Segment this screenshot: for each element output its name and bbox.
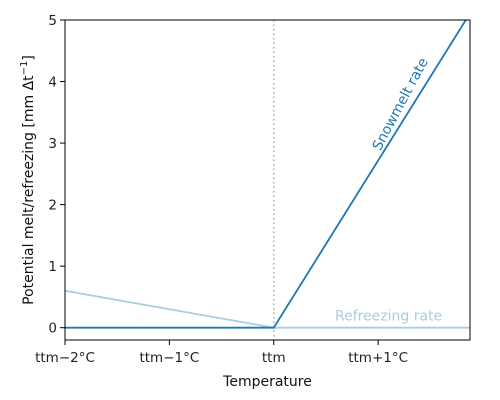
y-tick-label: 1 <box>48 259 57 275</box>
plot-series-group <box>65 20 470 340</box>
plot-frame <box>64 19 471 341</box>
x-tick-label: ttm−1°C <box>139 350 199 366</box>
annotation-snowmelt-rate: Snowmelt rate <box>370 55 432 153</box>
series-line-snowmelt-rate <box>65 20 467 329</box>
annotation-refreezing-rate: Refreezing rate <box>335 308 442 324</box>
y-tick-label: 2 <box>48 198 57 214</box>
axes-group: 0 1 2 3 4 5 ttm−2°C ttm−1°C ttm ttm+1°C <box>35 13 471 366</box>
y-tick-label: 4 <box>48 75 57 91</box>
x-tick-label: ttm−2°C <box>35 350 95 366</box>
y-tick-label: 3 <box>48 136 57 152</box>
x-tick-label: ttm <box>262 350 286 366</box>
y-tick-label: 5 <box>48 13 57 29</box>
y-tick-label: 0 <box>48 321 57 337</box>
x-tick-label: ttm+1°C <box>348 350 408 366</box>
x-axis-label: Temperature <box>222 374 312 390</box>
y-axis-label: Potential melt/refreezing [mm Δt−1] <box>19 55 37 305</box>
